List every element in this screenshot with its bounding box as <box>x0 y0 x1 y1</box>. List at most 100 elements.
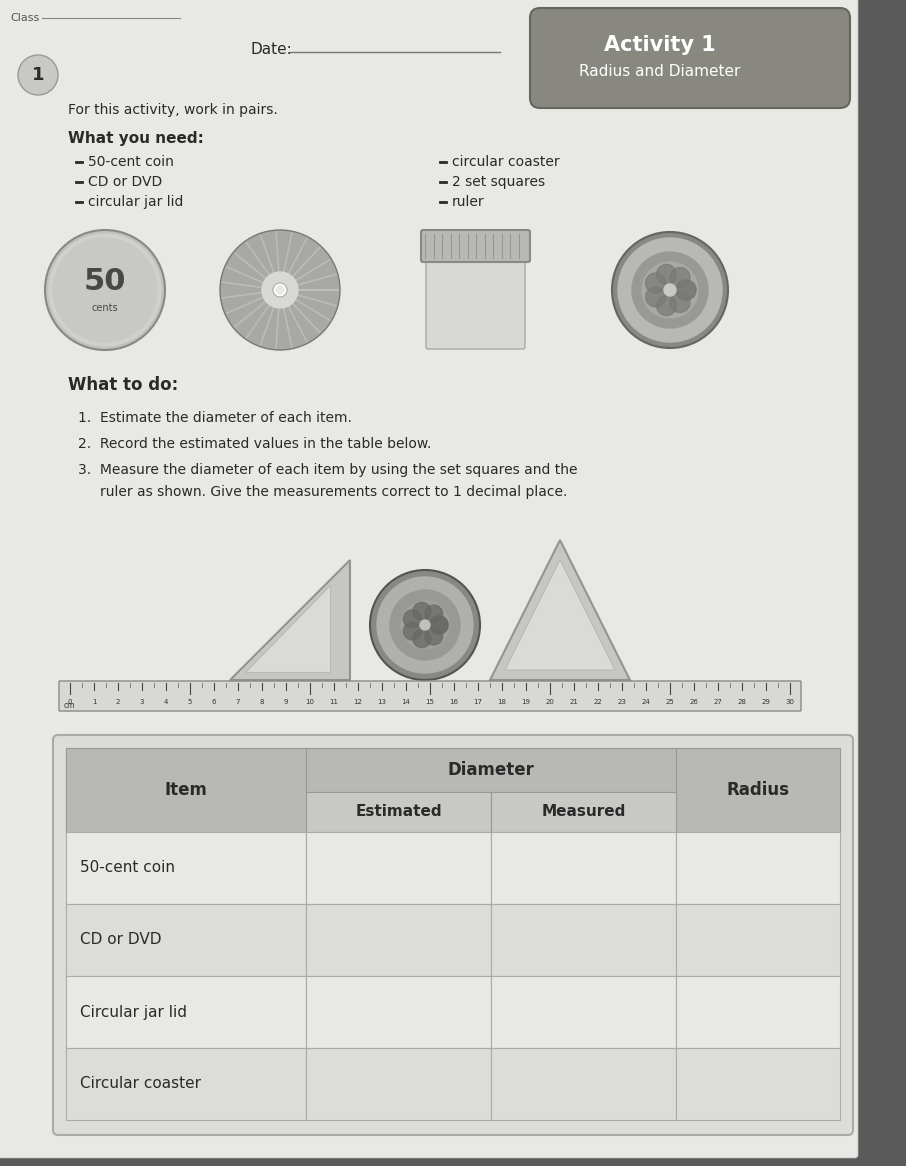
Text: circular coaster: circular coaster <box>452 155 560 169</box>
Bar <box>491 1048 676 1121</box>
Circle shape <box>401 600 449 649</box>
Text: 2: 2 <box>116 698 120 705</box>
Text: circular jar lid: circular jar lid <box>88 195 183 209</box>
Text: 21: 21 <box>570 698 578 705</box>
Bar <box>66 749 840 792</box>
Text: 19: 19 <box>522 698 531 705</box>
Circle shape <box>413 603 431 620</box>
Circle shape <box>618 238 722 342</box>
Text: Diameter: Diameter <box>448 761 535 779</box>
FancyBboxPatch shape <box>59 681 801 711</box>
Text: cm: cm <box>64 702 75 710</box>
Circle shape <box>676 280 696 300</box>
Text: 50: 50 <box>83 267 126 296</box>
Text: ruler as shown. Give the measurements correct to 1 decimal place.: ruler as shown. Give the measurements co… <box>100 485 567 499</box>
Circle shape <box>676 280 696 300</box>
Text: 27: 27 <box>714 698 722 705</box>
Circle shape <box>403 610 421 628</box>
Bar <box>66 976 306 1048</box>
Text: Class: Class <box>10 13 39 23</box>
Text: 10: 10 <box>305 698 314 705</box>
Text: 5: 5 <box>188 698 192 705</box>
Bar <box>676 749 840 833</box>
Text: What to do:: What to do: <box>68 375 178 394</box>
Circle shape <box>220 230 340 350</box>
Circle shape <box>670 293 690 312</box>
Circle shape <box>49 234 161 346</box>
Bar <box>66 1048 306 1121</box>
Text: 26: 26 <box>689 698 699 705</box>
FancyBboxPatch shape <box>53 735 853 1135</box>
Circle shape <box>657 296 677 316</box>
Text: 28: 28 <box>737 698 747 705</box>
Circle shape <box>262 272 298 308</box>
Circle shape <box>390 590 460 660</box>
Text: 0: 0 <box>68 698 72 705</box>
Circle shape <box>612 232 728 347</box>
Circle shape <box>413 630 431 647</box>
Text: 23: 23 <box>618 698 626 705</box>
Polygon shape <box>230 560 350 680</box>
Bar <box>491 833 676 904</box>
Bar <box>306 904 491 976</box>
Text: 24: 24 <box>641 698 651 705</box>
Circle shape <box>273 283 287 297</box>
Text: 22: 22 <box>593 698 602 705</box>
Circle shape <box>425 605 443 623</box>
Polygon shape <box>245 585 330 672</box>
Bar <box>66 792 840 833</box>
Circle shape <box>18 55 58 94</box>
Circle shape <box>646 273 666 293</box>
Text: Estimated: Estimated <box>355 805 442 820</box>
Bar <box>306 976 491 1048</box>
Text: 8: 8 <box>260 698 265 705</box>
Text: 17: 17 <box>474 698 483 705</box>
Text: Radius: Radius <box>727 781 789 799</box>
Text: 2.  Record the estimated values in the table below.: 2. Record the estimated values in the ta… <box>78 437 431 451</box>
FancyBboxPatch shape <box>0 0 858 1158</box>
Text: 18: 18 <box>497 698 506 705</box>
Circle shape <box>53 238 157 342</box>
Bar <box>306 792 491 833</box>
Bar <box>491 976 676 1048</box>
Circle shape <box>430 616 448 634</box>
Text: Item: Item <box>165 781 207 799</box>
Circle shape <box>420 620 430 630</box>
Text: 9: 9 <box>284 698 288 705</box>
Text: 30: 30 <box>786 698 795 705</box>
Text: 25: 25 <box>666 698 674 705</box>
Text: 3.  Measure the diameter of each item by using the set squares and the: 3. Measure the diameter of each item by … <box>78 463 577 477</box>
Bar <box>676 1048 840 1121</box>
Circle shape <box>430 616 448 634</box>
Text: CD or DVD: CD or DVD <box>80 933 161 948</box>
Circle shape <box>377 577 473 673</box>
Circle shape <box>370 570 480 680</box>
Circle shape <box>657 265 677 285</box>
Bar <box>66 904 306 976</box>
Text: ruler: ruler <box>452 195 485 209</box>
FancyBboxPatch shape <box>530 8 850 108</box>
Circle shape <box>632 252 708 328</box>
Text: 50-cent coin: 50-cent coin <box>80 861 175 876</box>
FancyBboxPatch shape <box>426 258 525 349</box>
Circle shape <box>646 287 666 307</box>
Bar <box>491 904 676 976</box>
Text: 16: 16 <box>449 698 458 705</box>
Polygon shape <box>490 540 630 680</box>
Text: 4: 4 <box>164 698 169 705</box>
Text: CD or DVD: CD or DVD <box>88 175 162 189</box>
Text: 13: 13 <box>378 698 387 705</box>
Text: 1.  Estimate the diameter of each item.: 1. Estimate the diameter of each item. <box>78 410 352 424</box>
Text: Radius and Diameter: Radius and Diameter <box>579 64 741 79</box>
Bar <box>676 833 840 904</box>
Text: 20: 20 <box>545 698 554 705</box>
Text: 15: 15 <box>426 698 435 705</box>
Circle shape <box>670 267 690 288</box>
Bar <box>66 833 306 904</box>
Text: 1: 1 <box>32 66 44 84</box>
Bar <box>306 749 676 792</box>
Text: cents: cents <box>92 303 119 312</box>
Bar <box>66 749 306 833</box>
Circle shape <box>664 285 676 296</box>
Text: Measured: Measured <box>541 805 626 820</box>
